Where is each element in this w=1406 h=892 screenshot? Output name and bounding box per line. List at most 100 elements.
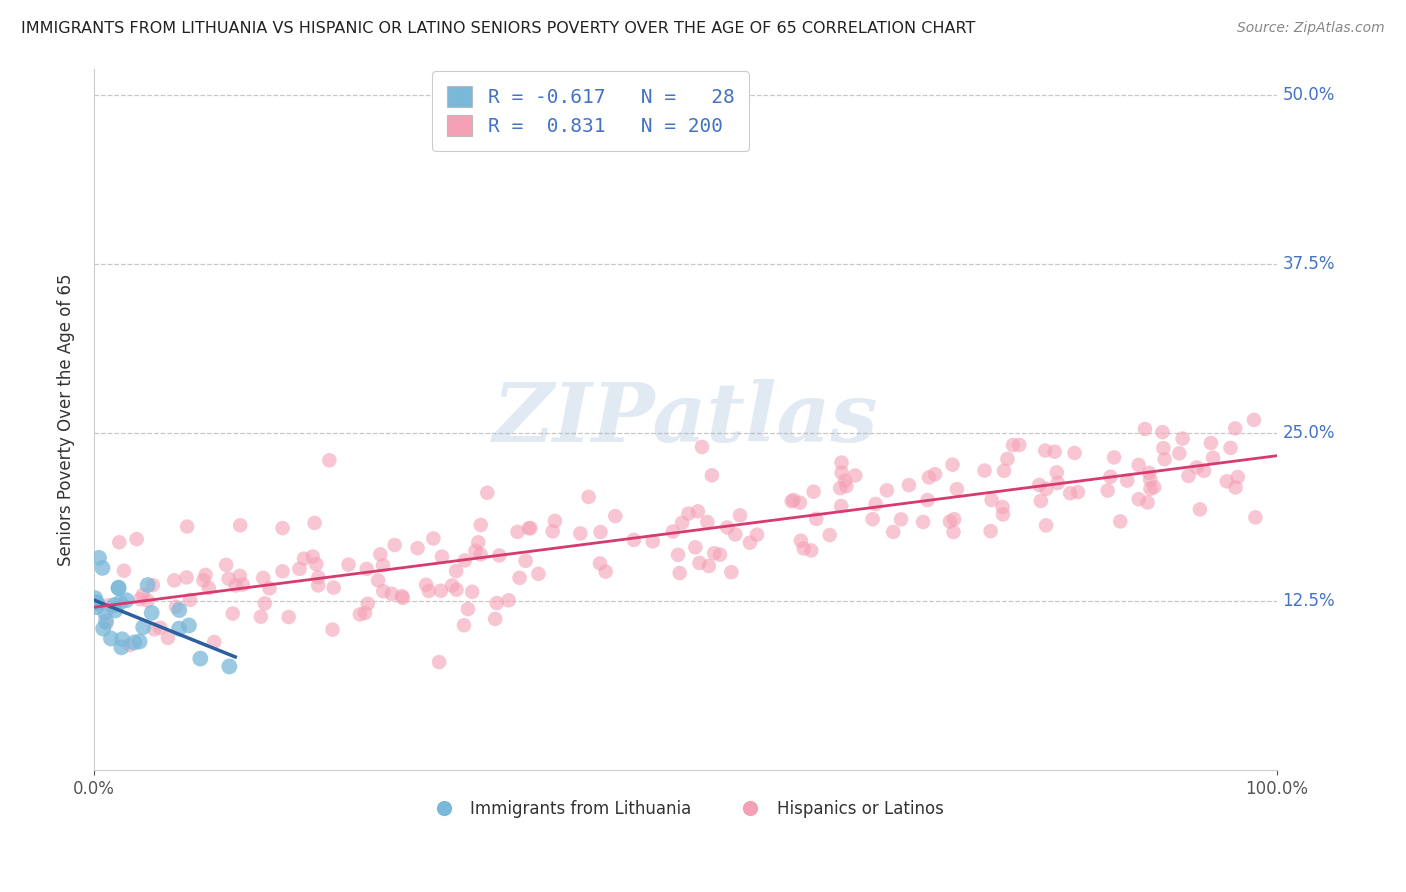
- Point: [1243, 413, 1265, 427]
- Point: [882, 524, 904, 539]
- Point: [1059, 486, 1081, 500]
- Point: [87, 550, 110, 565]
- Point: [671, 516, 693, 530]
- Point: [1067, 485, 1090, 500]
- Point: [830, 499, 852, 513]
- Point: [728, 508, 751, 523]
- Point: [142, 578, 165, 592]
- Point: [703, 546, 725, 560]
- Point: [371, 558, 394, 573]
- Point: [1109, 514, 1132, 528]
- Point: [589, 524, 612, 539]
- Point: [544, 514, 567, 528]
- Point: [218, 659, 240, 673]
- Point: [716, 520, 738, 534]
- Point: [165, 599, 187, 614]
- Point: [301, 549, 323, 564]
- Point: [107, 581, 129, 595]
- Point: [96, 616, 118, 631]
- Point: [1028, 478, 1050, 492]
- Point: [1171, 432, 1194, 446]
- Point: [444, 564, 467, 578]
- Point: [94, 614, 117, 628]
- Point: [1139, 473, 1161, 487]
- Point: [685, 541, 707, 555]
- Point: [517, 521, 540, 535]
- Point: [129, 592, 152, 607]
- Point: [124, 635, 146, 649]
- Point: [406, 541, 429, 556]
- Point: [179, 593, 201, 607]
- Point: [118, 638, 141, 652]
- Point: [128, 634, 150, 648]
- Point: [890, 512, 912, 526]
- Point: [831, 456, 853, 470]
- Point: [470, 548, 492, 562]
- Point: [1043, 444, 1066, 458]
- Point: [97, 598, 120, 612]
- Point: [803, 484, 825, 499]
- Point: [831, 466, 853, 480]
- Point: [229, 569, 252, 583]
- Point: [897, 478, 920, 492]
- Point: [696, 515, 718, 529]
- Point: [782, 493, 804, 508]
- Point: [688, 556, 710, 570]
- Point: [1128, 492, 1150, 507]
- Point: [125, 532, 148, 546]
- Point: [132, 588, 155, 602]
- Point: [578, 490, 600, 504]
- Point: [790, 533, 813, 548]
- Point: [1035, 482, 1057, 496]
- Point: [176, 519, 198, 533]
- Point: [1033, 443, 1056, 458]
- Point: [1035, 518, 1057, 533]
- Point: [337, 558, 360, 572]
- Point: [277, 610, 299, 624]
- Point: [373, 584, 395, 599]
- Point: [1244, 510, 1267, 524]
- Point: [292, 551, 315, 566]
- Point: [623, 533, 645, 547]
- Point: [745, 527, 768, 541]
- Point: [136, 593, 159, 607]
- Point: [666, 548, 689, 562]
- Point: [939, 515, 962, 529]
- Point: [136, 578, 159, 592]
- Point: [112, 564, 135, 578]
- Point: [356, 562, 378, 576]
- Point: [991, 508, 1014, 522]
- Point: [793, 541, 815, 556]
- Point: [980, 524, 1002, 538]
- Point: [222, 607, 245, 621]
- Point: [253, 596, 276, 610]
- Point: [686, 504, 709, 518]
- Point: [218, 572, 240, 586]
- Point: [484, 612, 506, 626]
- Point: [422, 532, 444, 546]
- Point: [108, 535, 131, 549]
- Point: [94, 606, 117, 620]
- Point: [1177, 469, 1199, 483]
- Point: [215, 558, 238, 572]
- Point: [100, 632, 122, 646]
- Point: [198, 581, 221, 595]
- Point: [1046, 466, 1069, 480]
- Point: [498, 593, 520, 607]
- Point: [678, 507, 700, 521]
- Point: [1223, 421, 1246, 435]
- Point: [1063, 446, 1085, 460]
- Point: [110, 595, 132, 609]
- Point: [780, 494, 803, 508]
- Y-axis label: Seniors Poverty Over the Age of 65: Seniors Poverty Over the Age of 65: [58, 273, 75, 566]
- Point: [1046, 475, 1069, 490]
- Point: [91, 622, 114, 636]
- Point: [1185, 460, 1208, 475]
- Point: [149, 621, 172, 635]
- Point: [202, 635, 225, 649]
- Point: [430, 549, 453, 564]
- Point: [1219, 441, 1241, 455]
- Point: [641, 534, 664, 549]
- Point: [304, 516, 326, 530]
- Point: [515, 554, 537, 568]
